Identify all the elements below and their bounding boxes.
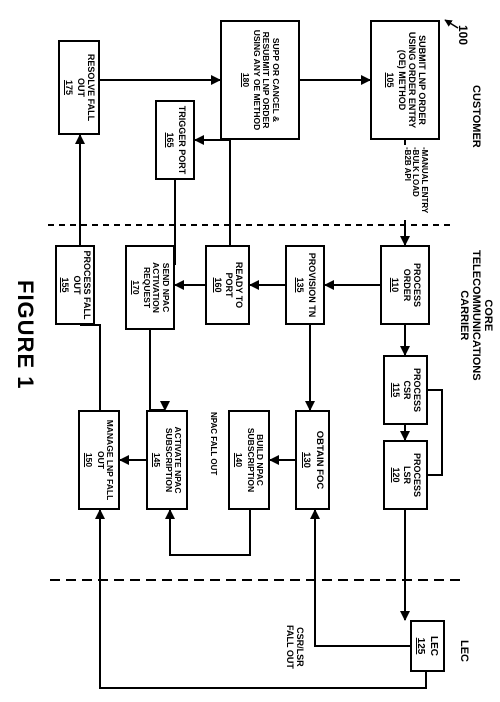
node-num: 175 [63, 80, 73, 95]
figure-title: FIGURE 1 [12, 280, 38, 389]
node-num: 140 [234, 453, 243, 467]
node-num: 150 [84, 453, 93, 467]
node-label: OBTAIN FOC [314, 431, 324, 489]
node-label: ACTIVATE NPAC SUBSCRIPTION [163, 414, 182, 506]
node-label: RESOLVE FALL OUT [75, 44, 95, 131]
node-label: SUBMIT LNP ORDER USING ORDER ENTRY (OE) … [396, 24, 426, 136]
node-num: 115 [390, 383, 400, 398]
node-b180: SUPP OR CANCEL & RESUBMIT LNP ORDER USIN… [220, 20, 300, 140]
node-label: -MANUAL ENTRY -BULK LOAD -B2B API [402, 147, 428, 213]
ref-100: 100 [456, 25, 470, 45]
node-b165: TRIGGER PORT165 [155, 100, 195, 180]
node-num: 155 [59, 277, 69, 292]
node-num: 165 [164, 132, 174, 147]
section-lec: LEC [458, 640, 470, 662]
section-customer: CUSTOMER [470, 85, 482, 148]
node-label: SEND NPAC ACTIVATION REQUEST [142, 249, 170, 326]
node-label: PROVISION TN [306, 253, 316, 318]
node-b125: LEC125 [410, 620, 445, 672]
node-label: PROCESS LSR [402, 444, 422, 506]
node-label: READY TO PORT [224, 249, 244, 321]
node-b155: PROCESS FALL OUT155 [55, 245, 95, 325]
node-num: 125 [416, 638, 427, 655]
node-blist: -MANUAL ENTRY -BULK LOAD -B2B API [392, 145, 438, 220]
node-num: 130 [301, 452, 311, 468]
node-b115: PROCESS CSR115 [383, 355, 428, 425]
edge-label-npac-fallout: NPAC FALL OUT [209, 412, 218, 475]
node-label: LEC [429, 636, 440, 656]
node-b145: ACTIVATE NPAC SUBSCRIPTION145 [146, 410, 188, 510]
node-num: 120 [390, 467, 400, 482]
node-b130: OBTAIN FOC130 [295, 410, 330, 510]
node-b120: PROCESS LSR120 [383, 440, 428, 510]
node-num: 135 [294, 277, 304, 292]
node-num: 170 [130, 280, 139, 294]
node-num: 180 [240, 73, 249, 87]
section-carrier: CORE TELECOMMUNICATIONS CARRIER [458, 250, 494, 381]
node-label: MANAGE LNP FALL OUT [95, 414, 114, 506]
node-b135: PROVISION TN135 [285, 245, 325, 325]
node-b140: BUILD NPAC SUBSCRIPTION140 [228, 410, 270, 510]
node-label: PROCESS FALL OUT [71, 249, 91, 321]
node-label: SUPP OR CANCEL & RESUBMIT LNP ORDER USIN… [252, 24, 280, 136]
edge-label-csrlsr-fallout: CSR/LSR FALL OUT [285, 625, 305, 669]
node-num: 145 [152, 453, 161, 467]
node-label: BUILD NPAC SUBSCRIPTION [245, 414, 264, 506]
node-num: 160 [212, 277, 222, 292]
node-b175: RESOLVE FALL OUT175 [58, 40, 100, 135]
node-b105: SUBMIT LNP ORDER USING ORDER ENTRY (OE) … [370, 20, 440, 140]
node-b160: READY TO PORT160 [205, 245, 250, 325]
node-b110: PROCESS ORDER110 [380, 245, 430, 325]
node-b170: SEND NPAC ACTIVATION REQUEST170 [125, 245, 175, 330]
node-label: PROCESS ORDER [401, 249, 421, 321]
node-label: PROCESS CSR [402, 359, 422, 421]
node-label: TRIGGER PORT [176, 106, 186, 175]
node-num: 110 [389, 278, 399, 293]
node-num: 105 [384, 72, 394, 87]
node-b150: MANAGE LNP FALL OUT150 [78, 410, 120, 510]
